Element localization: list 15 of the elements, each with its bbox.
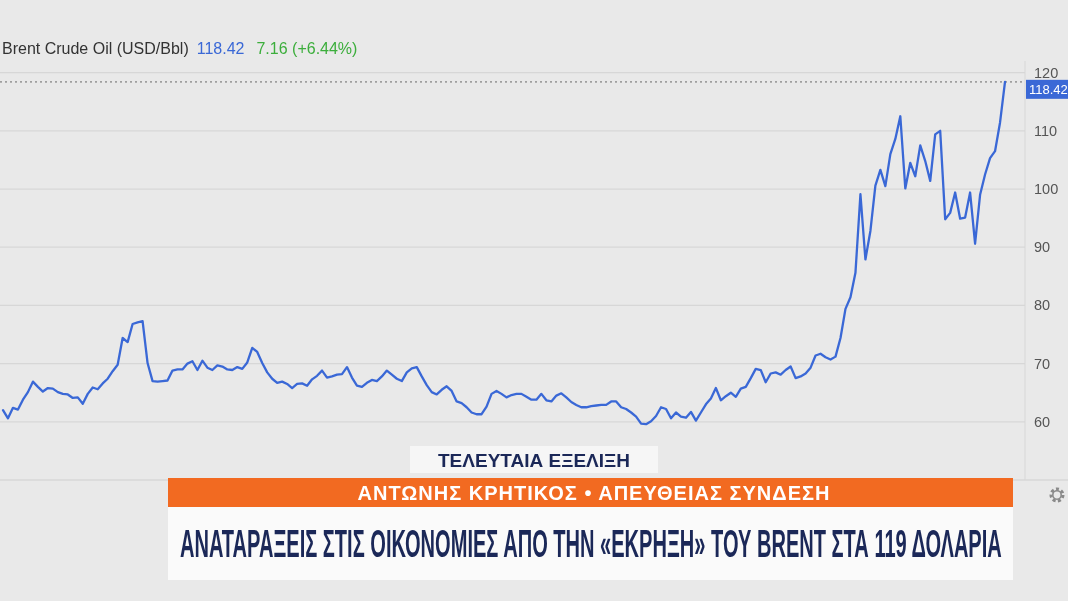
y-tick-label: 120 [1034, 64, 1059, 81]
text: 7.16 (+6.44%) [256, 40, 358, 57]
y-tick-label: 90 [1034, 239, 1051, 256]
line-series [1, 80, 1007, 426]
text: ΑΝΤΩΝΗΣ ΚΡΗΤΙΚΟΣ • ΑΠΕΥΘΕΙΑΣ ΣΥΝΔΕΣΗ [357, 482, 831, 504]
y-tick-label: 60 [1034, 413, 1051, 430]
y-tick-label: 70 [1034, 355, 1051, 372]
annotation: ΤΕΛΕΥΤΑΙΑ ΕΞΕΛΙΞΗ [438, 449, 630, 471]
y-tick-label: 80 [1034, 297, 1051, 314]
chart-title: Brent Crude Oil (USD/Bbl) [2, 40, 189, 57]
y-tick-label: 110 [1034, 122, 1058, 139]
ref-line-label: 118.42 [1029, 81, 1068, 97]
text: 118.42 [196, 40, 245, 57]
text: ΑΝΑΤΑΡΑΞΕΙΣ ΣΤΙΣ ΟΙΚΟΝΟΜΙΕΣ ΑΠΟ ΤΗΝ «ΕΚΡΗΞΗ» ΤΟΥ BRENT ΣΤΑ 119 ΔΟΛΑΡΙΑ [180, 521, 1002, 565]
y-tick-label: 100 [1034, 181, 1059, 198]
